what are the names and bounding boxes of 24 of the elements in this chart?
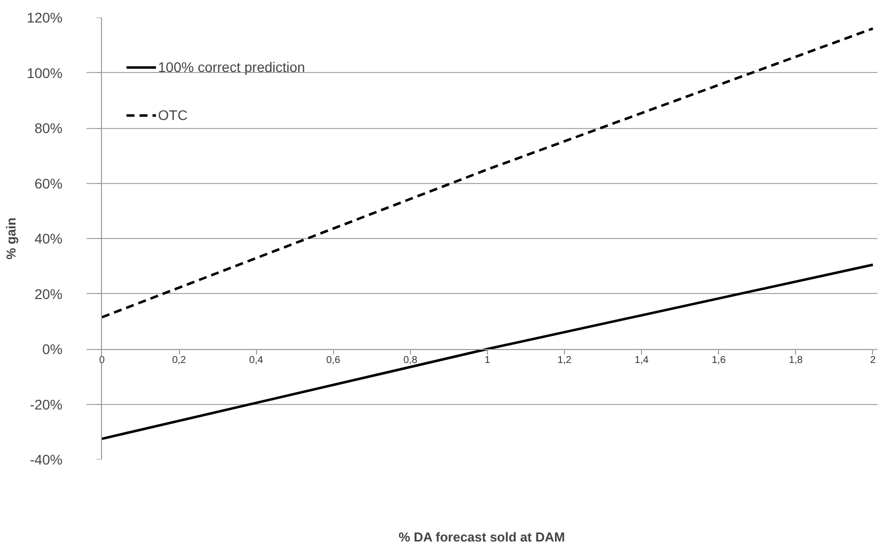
y-tick-label: 60% [34, 175, 63, 192]
x-tick-label: 1,8 [788, 355, 804, 366]
y-tick-label: 80% [34, 120, 63, 136]
x-tick-label: 1 [484, 355, 491, 366]
y-tick-label: 120% [26, 10, 63, 26]
y-tick-label: 40% [34, 230, 63, 246]
y-tick-label: -20% [30, 396, 63, 412]
legend-label: 100% correct prediction [158, 59, 306, 75]
x-tick-label: 0,2 [172, 355, 186, 366]
x-tick-label: 1,4 [634, 355, 649, 366]
y-tick-label: -40% [30, 452, 63, 468]
x-tick-label: 0,4 [249, 355, 264, 366]
x-tick-label: 1,6 [712, 355, 726, 366]
x-axis-title: % DA forecast sold at DAM [398, 530, 565, 544]
x-tick-label: 0,6 [326, 355, 341, 366]
x-tick-label: 0 [99, 355, 106, 366]
y-tick-label: 0% [42, 341, 62, 357]
x-tick-label: 2 [870, 355, 876, 366]
y-tick-label: 100% [26, 64, 63, 81]
y-tick-label: 20% [34, 286, 63, 302]
x-tick-label: 0,8 [403, 355, 418, 366]
x-tick-label: 1,2 [558, 355, 572, 366]
y-axis-title: % gain [4, 217, 19, 260]
legend-label: OTC [158, 107, 188, 123]
